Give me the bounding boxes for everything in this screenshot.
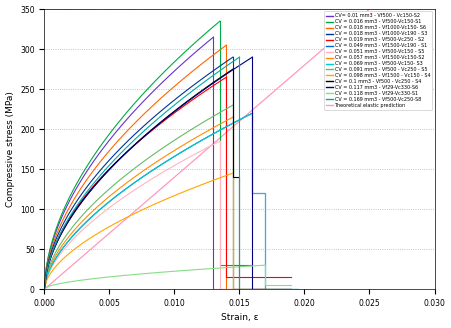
Y-axis label: Compressive stress (MPa): Compressive stress (MPa)	[5, 91, 14, 207]
Legend: CV= 0.01 mm3 - Vf500 - Vc150-S2, CV = 0.016 mm3 - Vf500-Vc150-S1, CV = 0.018 mm3: CV= 0.01 mm3 - Vf500 - Vc150-S2, CV = 0.…	[324, 11, 432, 110]
X-axis label: Strain, ε: Strain, ε	[221, 314, 258, 322]
